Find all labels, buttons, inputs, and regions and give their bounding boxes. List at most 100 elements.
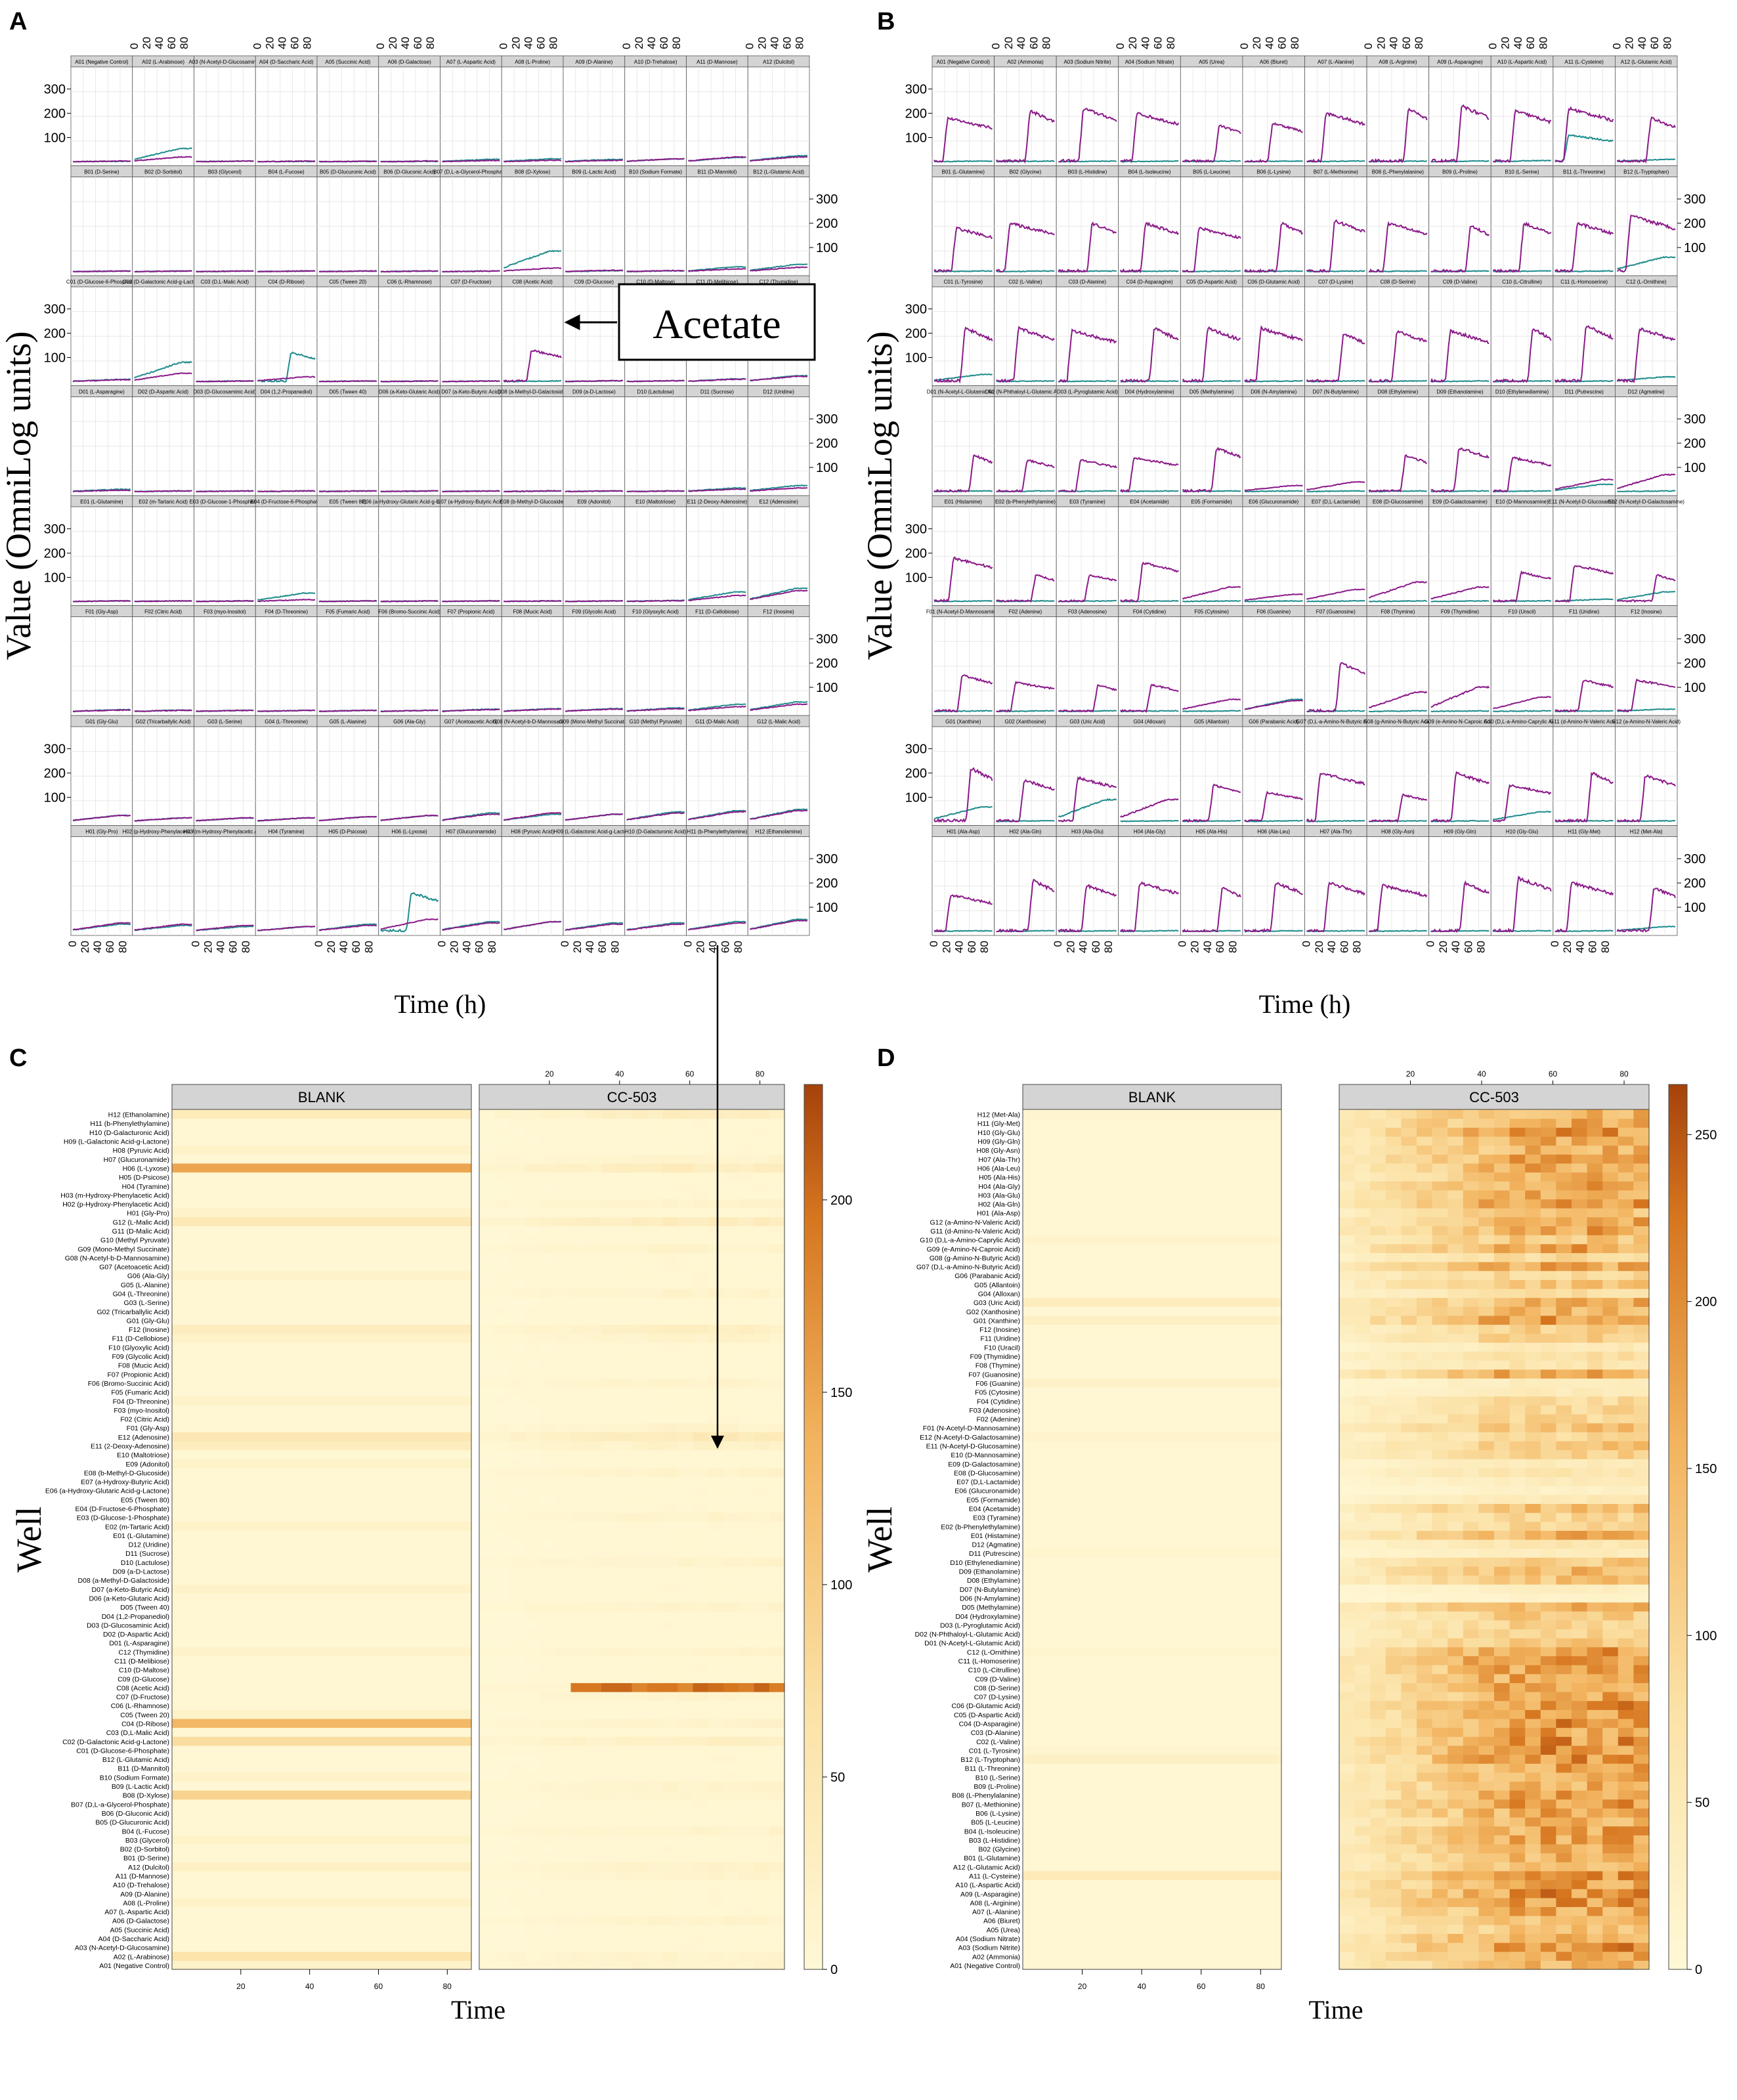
heat-cell-cc503 xyxy=(739,1619,755,1630)
heat-cell-cc503 xyxy=(1385,1942,1402,1952)
well-strip-label: C02 (L-Valine) xyxy=(1008,279,1042,285)
series-line-blank xyxy=(134,360,192,379)
heat-cell-cc503 xyxy=(723,1727,739,1737)
heat-cell-cc503 xyxy=(677,1924,694,1935)
heat-cell-cc503 xyxy=(769,1539,785,1549)
heat-cell-cc503 xyxy=(723,1512,739,1522)
series-line-cc503 xyxy=(257,375,316,382)
heat-cell-cc503 xyxy=(555,1324,572,1334)
series-line-cc503 xyxy=(380,379,439,383)
heat-cell-cc503 xyxy=(647,1235,663,1245)
heat-cell-cc503 xyxy=(601,1163,617,1173)
row-label: H08 (Pyruvic Acid) xyxy=(113,1147,169,1155)
heat-cell-cc503 xyxy=(479,1870,495,1881)
x-tick-label-bottom: 60 xyxy=(1462,941,1474,953)
heat-cell-cc503 xyxy=(677,1889,694,1898)
heat-cell-cc503 xyxy=(540,1333,556,1343)
well-strip-label: B05 (D-Glucuronic Acid) xyxy=(320,169,376,175)
well-strip-label: F11 (D-Cellobiose) xyxy=(695,609,739,615)
well-strip-label: E01 (L-Glutamine) xyxy=(80,499,123,505)
row-label: D04 (1,2-Propanediol) xyxy=(102,1613,169,1621)
heat-cell-cc503 xyxy=(708,1396,724,1405)
y-tick-label: 200 xyxy=(816,217,838,231)
well-strip-label: G07 (Acetoacetic Acid) xyxy=(444,719,498,725)
series-line-cc503 xyxy=(1119,881,1180,933)
heat-cell-cc503 xyxy=(586,1413,602,1424)
heat-cell-cc503 xyxy=(708,1835,724,1845)
heat-cell-cc503 xyxy=(693,1261,709,1272)
heat-cell-cc503 xyxy=(601,1700,617,1710)
heat-cell-cc503 xyxy=(494,1324,511,1334)
y-tick-label: 100 xyxy=(1684,901,1705,915)
heat-cell-cc503 xyxy=(708,1638,724,1648)
heat-cell-cc503 xyxy=(739,1378,755,1388)
heat-cell-cc503 xyxy=(494,1405,511,1415)
heat-cell-cc503 xyxy=(540,1924,556,1935)
heat-cell-cc503 xyxy=(616,1808,633,1818)
heat-cell-cc503 xyxy=(601,1459,617,1468)
series-line-blank xyxy=(1430,710,1490,713)
heat-cell-cc503 xyxy=(555,1619,572,1630)
heat-cell-cc503 xyxy=(479,1423,495,1432)
row-label: C12 (Thymidine) xyxy=(118,1648,169,1656)
heat-cell-cc503 xyxy=(555,1181,572,1191)
heat-cell-cc503 xyxy=(754,1459,770,1468)
heat-cell-cc503 xyxy=(723,1306,739,1316)
heat-cell-cc503 xyxy=(739,1862,755,1872)
heat-cell-cc503 xyxy=(540,1136,556,1146)
trellis-cell: A08 (L-Arginine) xyxy=(1366,55,1430,166)
heat-cell-cc503 xyxy=(677,1503,694,1513)
heat-cell-cc503 xyxy=(647,1593,663,1603)
heat-cell-cc503 xyxy=(586,1889,602,1898)
series-line-cc503 xyxy=(1182,886,1241,933)
heat-cell-cc503 xyxy=(479,1879,495,1889)
heat-cell-cc503 xyxy=(693,1181,709,1191)
trellis-cell: E08 (b-Methyl-D-Glucoside) xyxy=(500,495,565,606)
well-strip-label: C09 (D-Valine) xyxy=(1443,279,1478,285)
heat-cell-cc503 xyxy=(525,1261,541,1272)
trellis-cell: C03 (D-Alanine) xyxy=(1056,275,1119,386)
heat-cell-cc503 xyxy=(540,1449,556,1459)
heat-cell-cc503 xyxy=(647,1127,663,1137)
well-strip-label: C01 (L-Tyrosine) xyxy=(944,279,983,285)
heat-cell-cc503 xyxy=(570,1118,587,1128)
well-strip-label: A05 (Succinic Acid) xyxy=(325,59,370,65)
heat-cell-cc503 xyxy=(570,1763,587,1773)
row-label: H11 (b-Phenylethylamine) xyxy=(90,1120,169,1128)
heat-cell-cc503 xyxy=(616,1154,633,1164)
heat-cell-cc503 xyxy=(632,1163,648,1173)
heat-cell-cc503 xyxy=(739,1638,755,1648)
heat-cell-cc503 xyxy=(586,1432,602,1442)
heat-cell-cc503 xyxy=(1448,1924,1464,1935)
heat-cell-cc503 xyxy=(570,1593,587,1603)
heat-cell-cc503 xyxy=(540,1423,556,1432)
series-line-cc503 xyxy=(73,599,131,603)
x-tick-label-top: 0 xyxy=(497,43,509,49)
heat-cell-cc503 xyxy=(677,1288,694,1298)
well-strip-label: B07 (D,L-a-Glycerol-Phosphate) xyxy=(433,169,509,175)
heat-cell-cc503 xyxy=(586,1781,602,1791)
heat-cell-cc503 xyxy=(540,1306,556,1316)
heat-cell-cc503 xyxy=(494,1879,511,1889)
heat-cell-cc503 xyxy=(739,1539,755,1549)
heat-cell-cc503 xyxy=(769,1154,785,1164)
heat-cell-cc503 xyxy=(739,1763,755,1773)
heat-cell-cc503 xyxy=(570,1745,587,1755)
heat-cell-cc503 xyxy=(708,1772,724,1782)
heat-cell-cc503 xyxy=(586,1656,602,1665)
heat-cell-cc503 xyxy=(540,1279,556,1289)
heat-cell-cc503 xyxy=(739,1449,755,1459)
heat-cell-cc503 xyxy=(693,1270,709,1280)
heat-cell-blank xyxy=(172,1593,471,1603)
trellis-cell: D01 (N-Acetyl-L-Glutamic Acid) xyxy=(927,385,1000,496)
series-line-cc503 xyxy=(1244,699,1303,710)
heat-cell-cc503 xyxy=(509,1566,526,1576)
heat-cell-blank xyxy=(172,1718,471,1728)
heat-cell-cc503 xyxy=(509,1324,526,1334)
heat-cell-cc503 xyxy=(570,1575,587,1585)
heat-cell-cc503 xyxy=(570,1243,587,1253)
heat-cell-cc503 xyxy=(540,1566,556,1576)
heat-cell-cc503 xyxy=(601,1181,617,1191)
heat-cell-cc503 xyxy=(769,1602,785,1612)
heat-cell-cc503 xyxy=(540,1297,556,1307)
